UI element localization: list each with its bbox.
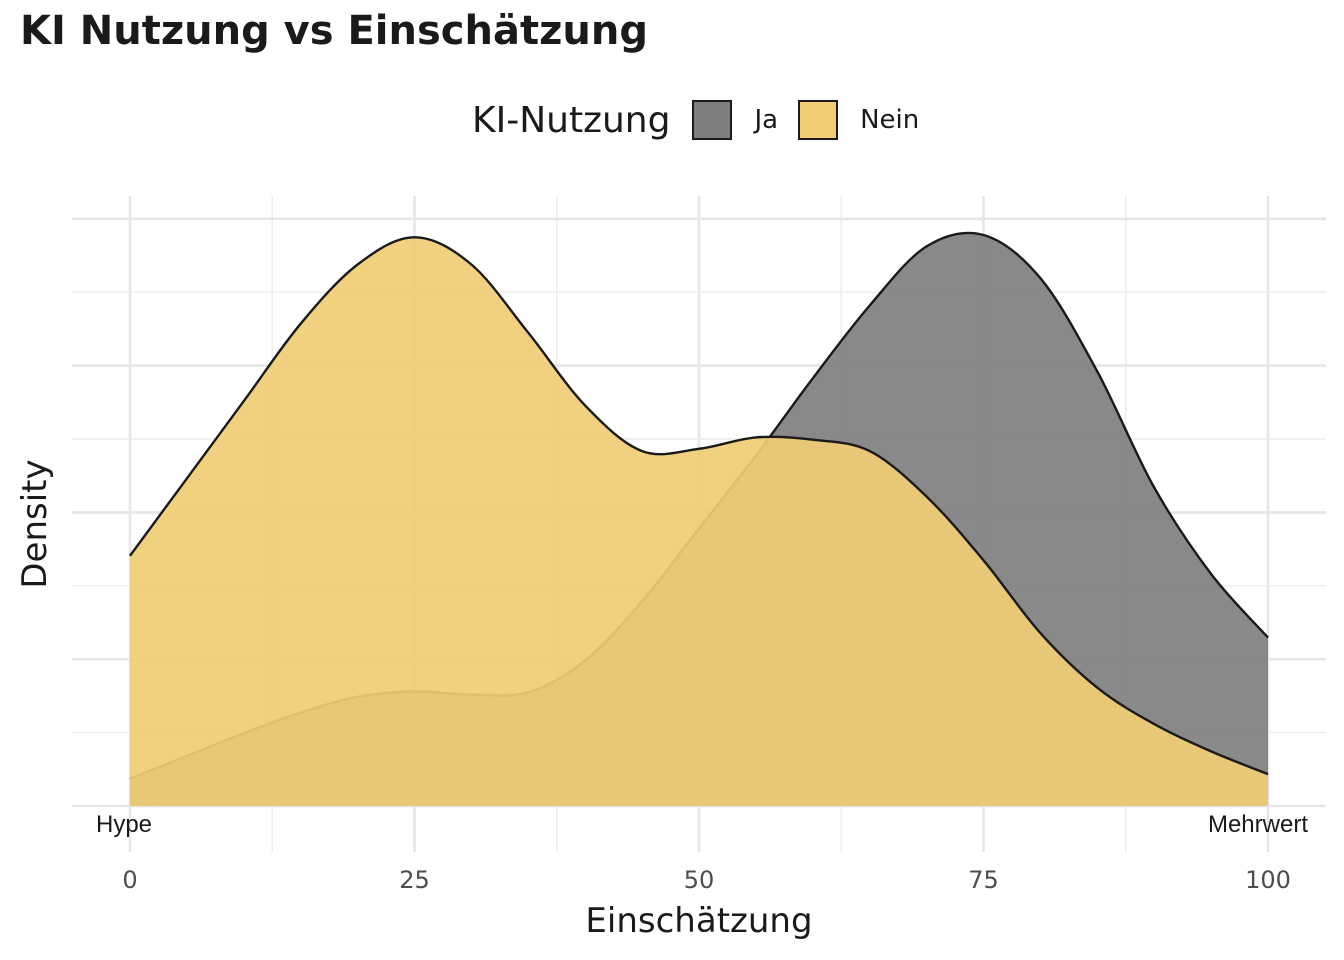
legend-label-ja: Ja	[754, 105, 779, 135]
legend-swatch-nein	[798, 100, 839, 140]
density-areas	[129, 231, 1269, 807]
annotation-mehrwert: Mehrwert	[1208, 811, 1308, 838]
legend-swatch-ja	[692, 100, 733, 140]
legend-item-ja: Ja	[692, 100, 778, 140]
chart-title: KI Nutzung vs Einschätzung	[20, 8, 648, 54]
y-axis-title: Density	[15, 459, 55, 588]
annotation-hype: Hype	[96, 811, 152, 838]
legend-item-nein: Nein	[798, 100, 919, 140]
x-tick-label: 0	[122, 866, 137, 894]
x-tick-label: 25	[399, 866, 430, 894]
x-tick-label: 100	[1245, 866, 1291, 894]
legend-title: KI-Nutzung	[472, 99, 671, 141]
legend: KI-Nutzung Ja Nein	[472, 96, 939, 144]
axis-labels: 0 25 50 75 100 Einschätzung Density Hype Mehrwer…	[15, 459, 1308, 941]
x-tick-label: 75	[968, 866, 999, 894]
density-line-nein	[129, 236, 1269, 776]
x-axis-title: Einschätzung	[585, 901, 812, 941]
x-tick-label: 50	[684, 866, 715, 894]
legend-label-nein: Nein	[860, 105, 920, 135]
density-area-nein	[130, 237, 1268, 807]
